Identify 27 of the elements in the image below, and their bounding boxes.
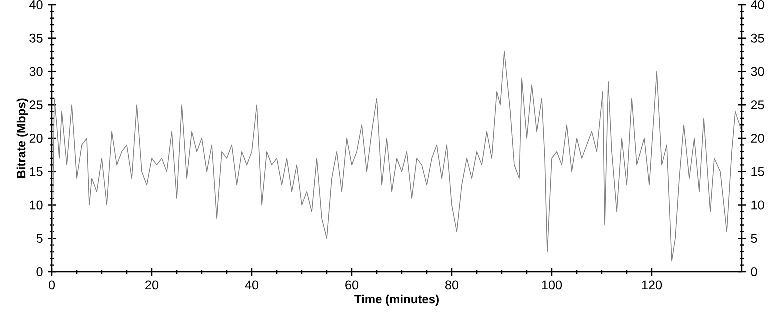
- y-tick-label: 25: [30, 100, 43, 110]
- x-tick-label: 100: [542, 280, 562, 290]
- y-tick-label: 40: [30, 0, 43, 10]
- x-tick-label: 20: [146, 280, 159, 290]
- y-axis-title: Bitrate (Mbps): [16, 98, 28, 178]
- y2-tick-label: 5: [751, 234, 758, 244]
- y-tick-label: 0: [36, 268, 43, 276]
- x-tick-label: 60: [346, 280, 359, 290]
- y-tick-label: 30: [30, 67, 43, 76]
- y-tick-label: 5: [36, 234, 43, 244]
- y-tick-label: 10: [30, 200, 43, 210]
- y-tick-label: 35: [30, 34, 43, 43]
- y2-tick-label: 20: [751, 134, 764, 143]
- y2-tick-label: 40: [751, 0, 764, 10]
- x-tick-label: 80: [446, 280, 459, 290]
- y-tick-label: 20: [30, 134, 43, 143]
- x-tick-label: 120: [642, 280, 662, 290]
- x-tick-label: 0: [48, 280, 56, 290]
- y2-tick-label: 0: [751, 268, 758, 276]
- x-tick-label: 40: [245, 280, 259, 290]
- y2-tick-label: 25: [751, 100, 764, 110]
- y-tick-label: 15: [30, 167, 43, 176]
- x-axis-title: Time (minutes): [354, 294, 439, 306]
- y2-tick-label: 30: [751, 67, 764, 76]
- y2-tick-label: 15: [752, 167, 764, 176]
- y2-tick-label: 35: [751, 34, 764, 43]
- y2-tick-label: 10: [752, 200, 764, 210]
